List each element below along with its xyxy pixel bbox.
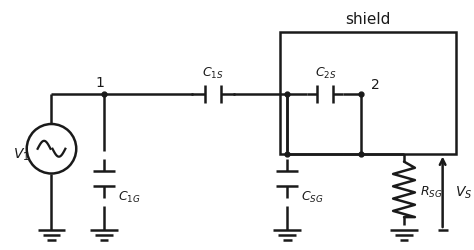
- Text: $R_{SG}$: $R_{SG}$: [420, 184, 442, 200]
- Text: shield: shield: [345, 12, 391, 26]
- Text: $C_{1G}$: $C_{1G}$: [118, 189, 140, 204]
- Text: $V_S$: $V_S$: [455, 184, 472, 200]
- Text: $C_{1S}$: $C_{1S}$: [202, 66, 224, 81]
- Text: $V_1$: $V_1$: [13, 146, 30, 162]
- Text: 1: 1: [96, 76, 104, 90]
- Text: $C_{2S}$: $C_{2S}$: [315, 66, 337, 81]
- Text: 2: 2: [371, 78, 380, 92]
- Text: $C_{SG}$: $C_{SG}$: [301, 189, 324, 204]
- Bar: [280, 33, 456, 154]
